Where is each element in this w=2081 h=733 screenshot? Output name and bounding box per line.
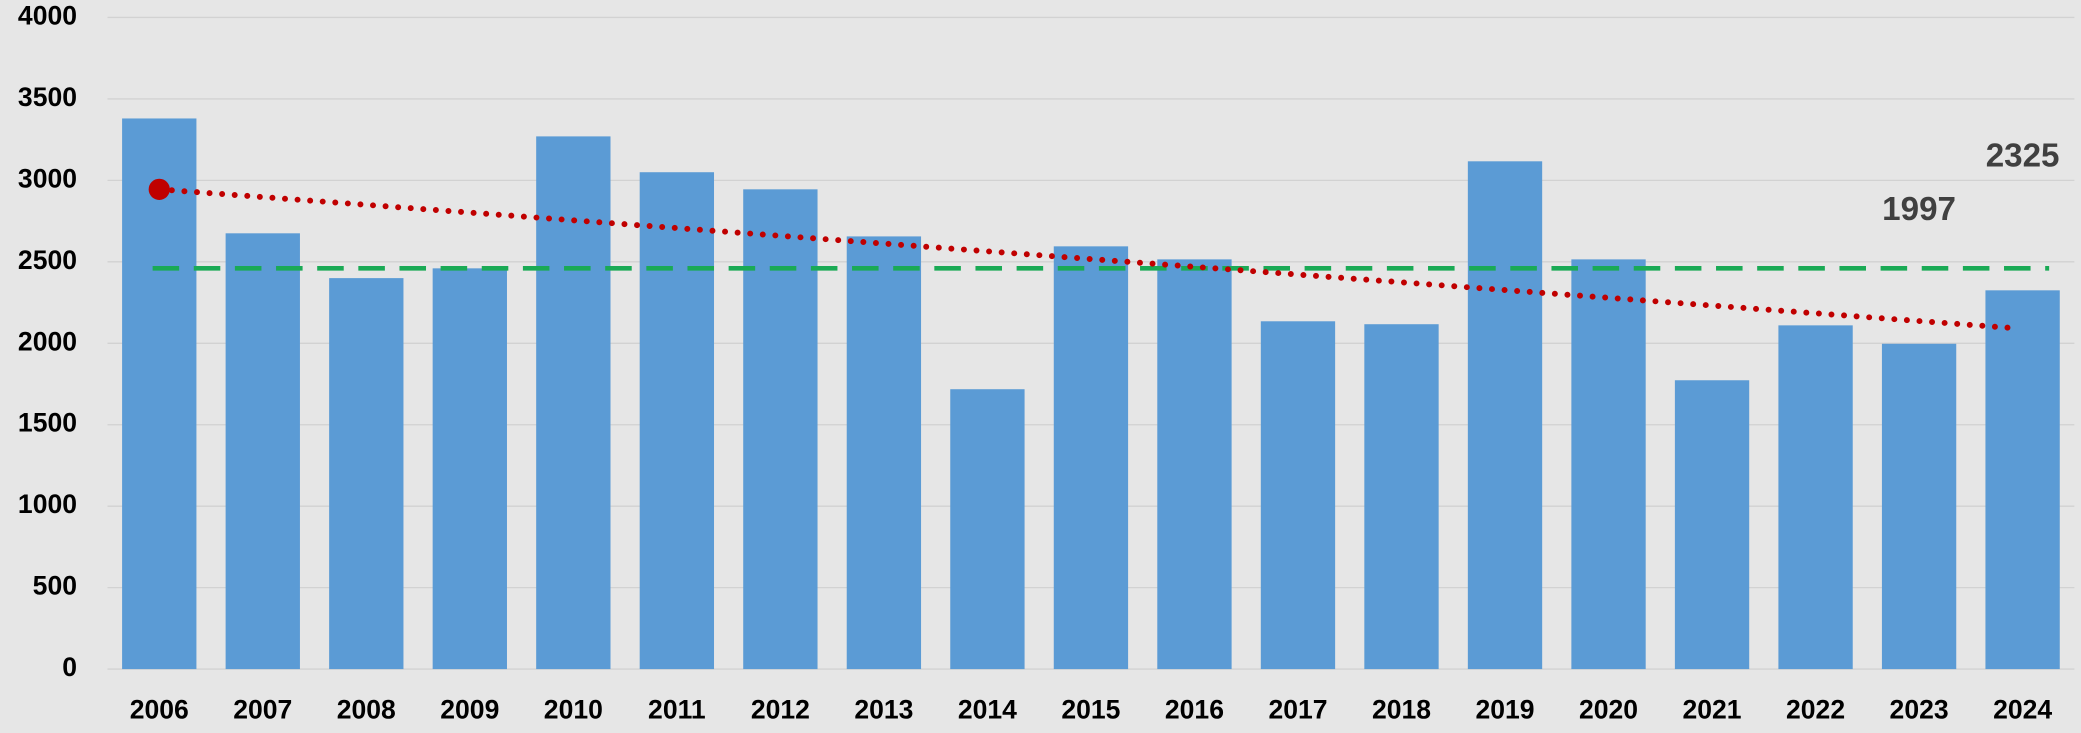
x-tick-label: 2024 (1993, 695, 2052, 725)
x-tick-label: 2019 (1475, 695, 1534, 725)
x-tick-label: 2016 (1165, 695, 1224, 725)
x-tick-label: 2017 (1268, 695, 1327, 725)
bar (1985, 290, 2060, 670)
x-tick-label: 2023 (1890, 695, 1949, 725)
bar (225, 233, 300, 670)
bar (639, 172, 715, 670)
bar (1157, 259, 1232, 670)
y-tick-label: 1000 (18, 489, 77, 519)
x-tick-label: 2013 (854, 695, 913, 725)
bar (1053, 246, 1129, 670)
bar (1881, 343, 1957, 670)
bar (1778, 325, 1853, 670)
trend-marker (148, 178, 170, 200)
trend-line (156, 186, 2019, 332)
y-tick-label: 1500 (18, 408, 77, 438)
bar (122, 118, 197, 670)
y-tick-label: 2500 (18, 245, 77, 275)
x-tick-label: 2014 (958, 695, 1017, 725)
x-tick-label: 2008 (337, 695, 396, 725)
x-tick-label: 2021 (1683, 695, 1742, 725)
x-tick-label: 2009 (440, 695, 499, 725)
x-tick-label: 2010 (544, 695, 603, 725)
y-tick-label: 2000 (18, 326, 77, 356)
data-label: 1997 (1882, 191, 1956, 228)
x-tick-label: 2012 (751, 695, 810, 725)
bar (950, 389, 1025, 670)
bar (329, 278, 404, 670)
y-tick-label: 3000 (18, 163, 77, 193)
y-tick-label: 0 (62, 652, 77, 682)
bar (1364, 324, 1439, 670)
x-tick-label: 2007 (233, 695, 292, 725)
bar (536, 136, 611, 670)
x-tick-label: 2011 (648, 695, 706, 725)
bar (1467, 161, 1543, 670)
x-tick-label: 2018 (1372, 695, 1431, 725)
bar (1674, 380, 1750, 670)
bar (743, 189, 818, 670)
y-tick-label: 4000 (18, 0, 77, 30)
bar (846, 236, 922, 670)
y-tick-label: 500 (33, 571, 77, 601)
y-tick-label: 3500 (18, 82, 77, 112)
bar (1571, 259, 1646, 670)
x-tick-label: 2022 (1786, 695, 1845, 725)
x-tick-label: 2020 (1579, 695, 1638, 725)
bar (1260, 321, 1336, 670)
data-label: 2325 (1986, 137, 2060, 174)
bar (432, 268, 507, 670)
x-tick-label: 2015 (1061, 695, 1120, 725)
x-tick-label: 2006 (130, 695, 189, 725)
